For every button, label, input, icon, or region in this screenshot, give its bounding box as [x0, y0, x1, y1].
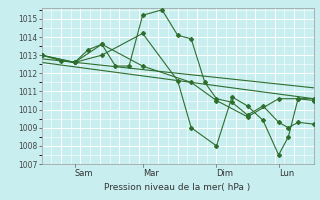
Text: Lun: Lun — [279, 169, 294, 178]
X-axis label: Pression niveau de la mer( hPa ): Pression niveau de la mer( hPa ) — [104, 183, 251, 192]
Text: Mar: Mar — [143, 169, 158, 178]
Text: Sam: Sam — [75, 169, 93, 178]
Text: Dim: Dim — [216, 169, 234, 178]
